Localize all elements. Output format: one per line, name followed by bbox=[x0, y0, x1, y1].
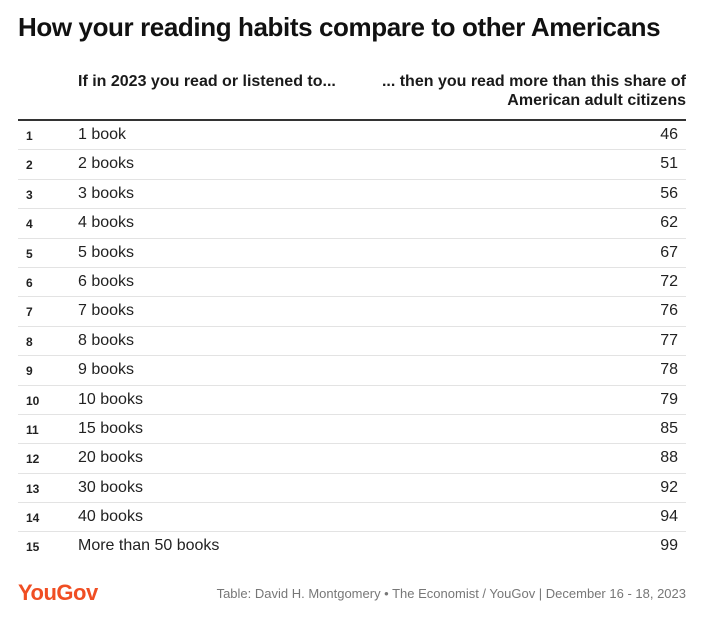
row-books: 7 books bbox=[78, 302, 135, 320]
row-rank: 12 bbox=[26, 452, 40, 467]
row-rank: 1 bbox=[26, 129, 33, 143]
row-rank: 2 bbox=[26, 158, 33, 173]
row-books: 1 book bbox=[78, 126, 127, 143]
row-books: 10 books bbox=[78, 390, 143, 408]
row-rank: 3 bbox=[26, 187, 33, 202]
row-share: 88 bbox=[660, 449, 678, 467]
row-books: 4 books bbox=[78, 214, 135, 232]
row-books: 3 books bbox=[78, 184, 135, 202]
row-books: 20 books bbox=[78, 449, 143, 467]
row-books: 6 books bbox=[78, 272, 135, 290]
table-row: 10 10 books 79 bbox=[18, 386, 686, 415]
column-header-books: If in 2023 you read or listened to... bbox=[78, 73, 336, 90]
table-row: 14 40 books 94 bbox=[18, 503, 686, 533]
row-books: More than 50 books bbox=[78, 537, 220, 555]
row-books: 8 books bbox=[78, 331, 135, 349]
table-row: 12 20 books 88 bbox=[18, 444, 686, 474]
row-books: 30 books bbox=[78, 478, 143, 496]
row-share: 72 bbox=[660, 272, 678, 290]
table-row: 15 More than 50 books 99 bbox=[18, 532, 686, 561]
chart-title: How your reading habits compare to other… bbox=[18, 12, 661, 42]
row-books: 2 books bbox=[78, 155, 135, 173]
row-books: 40 books bbox=[78, 508, 143, 526]
row-share: 76 bbox=[660, 302, 678, 320]
row-books: 5 books bbox=[78, 243, 135, 261]
row-share: 77 bbox=[660, 331, 678, 349]
table-row: 13 30 books 92 bbox=[18, 474, 686, 504]
table-row: 9 9 books 78 bbox=[18, 356, 686, 386]
row-rank: 4 bbox=[26, 217, 33, 232]
row-rank: 14 bbox=[26, 511, 40, 526]
table-row: 3 3 books 56 bbox=[18, 180, 686, 210]
table-row: 11 15 books 85 bbox=[18, 415, 686, 445]
row-rank: 13 bbox=[26, 481, 40, 496]
yougov-logo: YouGov bbox=[18, 580, 98, 605]
row-books: 9 books bbox=[78, 361, 135, 379]
source-note: Table: David H. Montgomery • The Economi… bbox=[216, 586, 686, 601]
table-row: 7 7 books 76 bbox=[18, 297, 686, 327]
row-rank: 8 bbox=[26, 334, 33, 349]
table-row: 5 5 books 67 bbox=[18, 239, 686, 268]
row-rank: 11 bbox=[26, 422, 39, 437]
row-rank: 6 bbox=[26, 275, 33, 290]
row-rank: 10 bbox=[26, 393, 40, 408]
row-share: 51 bbox=[660, 155, 678, 173]
table-row: 6 6 books 72 bbox=[18, 268, 686, 298]
row-books: 15 books bbox=[78, 419, 143, 437]
row-share: 94 bbox=[660, 508, 678, 526]
row-share: 99 bbox=[660, 537, 678, 555]
row-share: 79 bbox=[660, 390, 678, 408]
row-share: 85 bbox=[660, 419, 678, 437]
table-row: 1 1 book 46 bbox=[18, 121, 686, 151]
row-share: 92 bbox=[660, 478, 678, 496]
header-rule bbox=[18, 119, 686, 121]
row-rank: 5 bbox=[26, 246, 33, 261]
table-row: 4 4 books 62 bbox=[18, 209, 686, 239]
row-rank: 15 bbox=[26, 540, 40, 555]
table-row: 2 2 books 51 bbox=[18, 150, 686, 180]
column-header-share: ... then you read more than this share o… bbox=[381, 73, 686, 109]
row-share: 78 bbox=[660, 361, 678, 379]
row-share: 67 bbox=[660, 243, 678, 261]
row-share: 62 bbox=[660, 214, 678, 232]
row-share: 46 bbox=[660, 126, 678, 143]
table-row: 8 8 books 77 bbox=[18, 327, 686, 357]
row-rank: 9 bbox=[26, 364, 33, 379]
row-rank: 7 bbox=[26, 305, 33, 320]
row-share: 56 bbox=[660, 184, 678, 202]
